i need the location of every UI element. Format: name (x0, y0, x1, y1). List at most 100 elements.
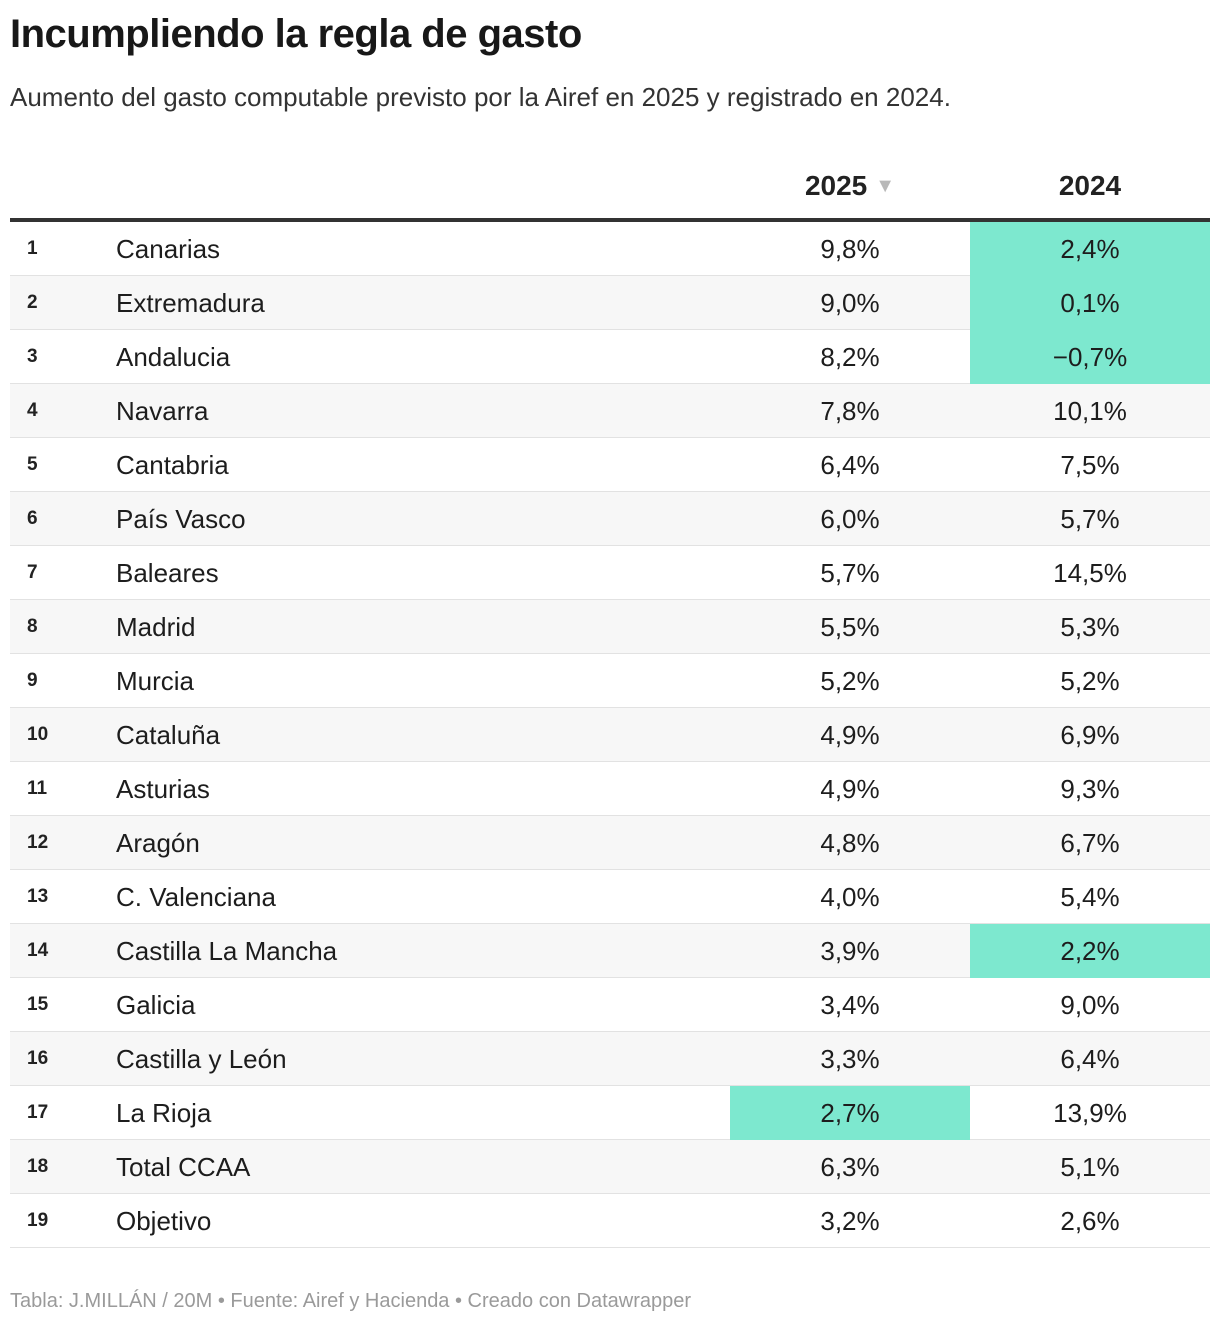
row-value-2025: 2,7% (730, 1086, 970, 1140)
row-value-2024: 5,3% (1060, 612, 1120, 642)
row-region-name: Aragón (116, 828, 200, 858)
row-region-name: Castilla y León (116, 1044, 287, 1074)
row-region-name: Total CCAA (116, 1152, 251, 1182)
row-rank: 10 (27, 724, 49, 745)
row-rank: 11 (27, 778, 48, 799)
row-region-name: Navarra (116, 396, 209, 426)
row-rank: 3 (27, 346, 38, 367)
row-value-2024: 14,5% (1053, 558, 1127, 588)
table-row: 9 Murcia 5,2% 5,2% (10, 654, 1210, 708)
row-rank: 1 (27, 238, 38, 259)
table-row: 19 Objetivo 3,2% 2,6% (10, 1194, 1210, 1248)
table-row: 3 Andalucia 8,2% −0,7% (10, 330, 1210, 384)
row-value-2024: 6,4% (1060, 1044, 1120, 1074)
table-row: 18 Total CCAA 6,3% 5,1% (10, 1140, 1210, 1194)
data-table: 2025 ▼ 2024 1 Canarias 9,8% 2,4% 2 Extremadura… (10, 160, 1210, 1248)
row-rank: 16 (27, 1048, 49, 1069)
table-row: 14 Castilla La Mancha 3,9% 2,2% (10, 924, 1210, 978)
row-rank: 18 (27, 1156, 49, 1177)
row-value-2024: 2,2% (970, 924, 1210, 978)
row-rank: 13 (27, 886, 49, 907)
row-rank: 15 (27, 994, 49, 1015)
chart-subtitle: Aumento del gasto computable previsto po… (10, 82, 951, 112)
row-value-2025: 7,8% (820, 396, 880, 426)
table-row: 12 Aragón 4,8% 6,7% (10, 816, 1210, 870)
table-row: 7 Baleares 5,7% 14,5% (10, 546, 1210, 600)
table-row: 16 Castilla y León 3,3% 6,4% (10, 1032, 1210, 1086)
row-region-name: Madrid (116, 612, 196, 642)
row-value-2025: 9,0% (820, 288, 880, 318)
row-region-name: Canarias (116, 234, 221, 264)
row-rank: 7 (27, 562, 38, 583)
row-value-2025: 6,0% (820, 504, 880, 534)
row-value-2024: 7,5% (1060, 450, 1120, 480)
row-value-2024: 10,1% (1053, 396, 1127, 426)
row-value-2024: 9,3% (1060, 774, 1120, 804)
row-region-name: Galicia (116, 990, 196, 1020)
table-row: 4 Navarra 7,8% 10,1% (10, 384, 1210, 438)
row-value-2024: 2,4% (970, 222, 1210, 276)
row-rank: 6 (27, 508, 38, 529)
row-value-2025: 4,8% (820, 828, 880, 858)
row-value-2025: 6,3% (820, 1152, 880, 1182)
column-header-2025[interactable]: 2025 ▼ (730, 170, 970, 202)
row-value-2025: 4,9% (820, 774, 880, 804)
row-value-2024: 13,9% (1053, 1098, 1127, 1128)
row-region-name: C. Valenciana (116, 882, 276, 912)
row-rank: 2 (27, 292, 38, 313)
row-value-2025: 3,4% (820, 990, 880, 1020)
row-rank: 9 (27, 670, 38, 691)
table-row: 13 C. Valenciana 4,0% 5,4% (10, 870, 1210, 924)
row-rank: 8 (27, 616, 38, 637)
source-footer: Tabla: J.MILLÁN / 20M • Fuente: Airef y … (10, 1290, 692, 1312)
row-value-2024: 2,6% (1060, 1206, 1120, 1236)
row-region-name: Cataluña (116, 720, 221, 750)
row-value-2024: −0,7% (970, 330, 1210, 384)
row-value-2024: 9,0% (1060, 990, 1120, 1020)
row-rank: 12 (27, 832, 49, 853)
row-region-name: Extremadura (116, 288, 265, 318)
column-header-2024[interactable]: 2024 (1058, 170, 1122, 201)
row-rank: 17 (27, 1102, 49, 1123)
row-region-name: Baleares (116, 558, 219, 588)
row-region-name: Asturias (116, 774, 210, 804)
row-rank: 4 (27, 400, 38, 421)
row-value-2025: 3,2% (820, 1206, 880, 1236)
table-row: 5 Cantabria 6,4% 7,5% (10, 438, 1210, 492)
row-value-2025: 9,8% (820, 234, 880, 264)
row-region-name: Murcia (116, 666, 195, 696)
row-value-2025: 6,4% (820, 450, 880, 480)
row-value-2025: 5,2% (820, 666, 880, 696)
row-value-2024: 5,7% (1060, 504, 1120, 534)
column-header-2025-label: 2025 (804, 170, 868, 201)
row-value-2024: 0,1% (970, 276, 1210, 330)
row-value-2024: 6,7% (1060, 828, 1120, 858)
table-row: 6 País Vasco 6,0% 5,7% (10, 492, 1210, 546)
table-row: 8 Madrid 5,5% 5,3% (10, 600, 1210, 654)
row-value-2024: 5,4% (1060, 882, 1120, 912)
row-region-name: Castilla La Mancha (116, 936, 338, 966)
row-value-2025: 4,0% (820, 882, 880, 912)
row-value-2025: 4,9% (820, 720, 880, 750)
row-value-2025: 5,7% (820, 558, 880, 588)
table-row: 1 Canarias 9,8% 2,4% (10, 222, 1210, 276)
table-row: 2 Extremadura 9,0% 0,1% (10, 276, 1210, 330)
row-rank: 19 (27, 1210, 49, 1231)
row-rank: 5 (27, 454, 38, 475)
sort-down-triangle-icon: ▼ (875, 175, 896, 197)
row-value-2025: 3,9% (820, 936, 880, 966)
row-value-2025: 3,3% (820, 1044, 880, 1074)
row-region-name: La Rioja (116, 1098, 212, 1128)
row-value-2024: 6,9% (1060, 720, 1120, 750)
table-row: 17 La Rioja 2,7% 13,9% (10, 1086, 1210, 1140)
table-header: 2025 ▼ 2024 (10, 160, 1210, 222)
row-value-2024: 5,2% (1060, 666, 1120, 696)
table-body: 1 Canarias 9,8% 2,4% 2 Extremadura 9,0% 0,1% 3 An… (10, 222, 1210, 1248)
table-row: 10 Cataluña 4,9% 6,9% (10, 708, 1210, 762)
row-region-name: Andalucia (116, 342, 231, 372)
row-rank: 14 (27, 940, 49, 961)
row-region-name: Cantabria (116, 450, 229, 480)
row-region-name: País Vasco (116, 504, 246, 534)
row-value-2024: 5,1% (1060, 1152, 1120, 1182)
chart-title: Incumpliendo la regla de gasto (10, 12, 582, 56)
